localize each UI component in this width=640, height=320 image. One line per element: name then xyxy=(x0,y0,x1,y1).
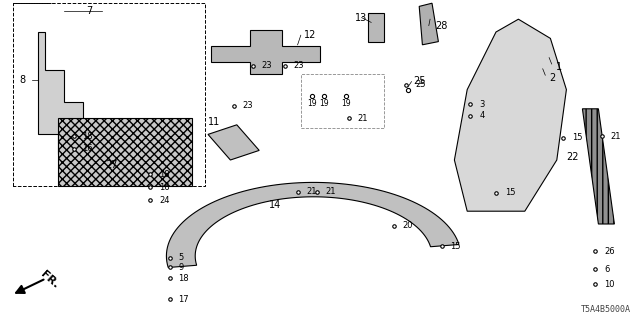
Text: 19: 19 xyxy=(319,99,330,108)
Text: 18: 18 xyxy=(179,274,189,283)
Text: 2: 2 xyxy=(549,73,556,84)
Text: 23: 23 xyxy=(243,101,253,110)
Text: 13: 13 xyxy=(355,12,367,23)
Text: 20: 20 xyxy=(403,221,413,230)
Text: 22: 22 xyxy=(566,152,579,162)
Polygon shape xyxy=(208,125,259,160)
Text: 4: 4 xyxy=(479,111,484,120)
Text: 12: 12 xyxy=(304,30,316,40)
Polygon shape xyxy=(166,182,459,268)
Polygon shape xyxy=(454,19,566,211)
Polygon shape xyxy=(58,118,192,186)
Text: 23: 23 xyxy=(262,61,273,70)
Polygon shape xyxy=(419,3,438,45)
Text: 24: 24 xyxy=(159,196,170,204)
Text: 27: 27 xyxy=(106,160,118,170)
Text: 7: 7 xyxy=(86,6,93,16)
Text: 21: 21 xyxy=(326,188,336,196)
Text: 26: 26 xyxy=(604,247,615,256)
Text: 25: 25 xyxy=(413,76,426,86)
Text: 18: 18 xyxy=(159,170,170,179)
Text: 1: 1 xyxy=(556,62,562,72)
Text: T5A4B5000A: T5A4B5000A xyxy=(580,305,630,314)
Text: 21: 21 xyxy=(611,132,621,140)
Bar xyxy=(301,74,384,128)
Text: 15: 15 xyxy=(505,188,515,197)
Text: 15: 15 xyxy=(572,133,582,142)
Text: 9: 9 xyxy=(179,263,184,272)
Text: 15: 15 xyxy=(451,242,461,251)
Text: FR.: FR. xyxy=(38,269,60,291)
Text: 14: 14 xyxy=(269,200,282,210)
Text: 23: 23 xyxy=(294,61,305,70)
Polygon shape xyxy=(582,109,614,224)
Polygon shape xyxy=(211,30,320,74)
Text: 21: 21 xyxy=(307,188,317,196)
Text: 25: 25 xyxy=(415,80,426,89)
Text: 28: 28 xyxy=(435,20,447,31)
Text: 10: 10 xyxy=(604,280,614,289)
Text: 3: 3 xyxy=(479,100,484,108)
Text: 16: 16 xyxy=(159,183,170,192)
Polygon shape xyxy=(38,32,83,154)
Text: 17: 17 xyxy=(179,295,189,304)
Text: 18: 18 xyxy=(83,132,93,140)
Text: 19: 19 xyxy=(307,99,317,108)
Text: 6: 6 xyxy=(604,265,609,274)
Text: 8: 8 xyxy=(19,75,26,85)
Text: 21: 21 xyxy=(358,114,368,123)
Text: 19: 19 xyxy=(340,99,351,108)
Text: 5: 5 xyxy=(179,253,184,262)
Text: 16: 16 xyxy=(83,144,93,153)
Polygon shape xyxy=(368,13,384,42)
Text: 11: 11 xyxy=(208,116,221,127)
